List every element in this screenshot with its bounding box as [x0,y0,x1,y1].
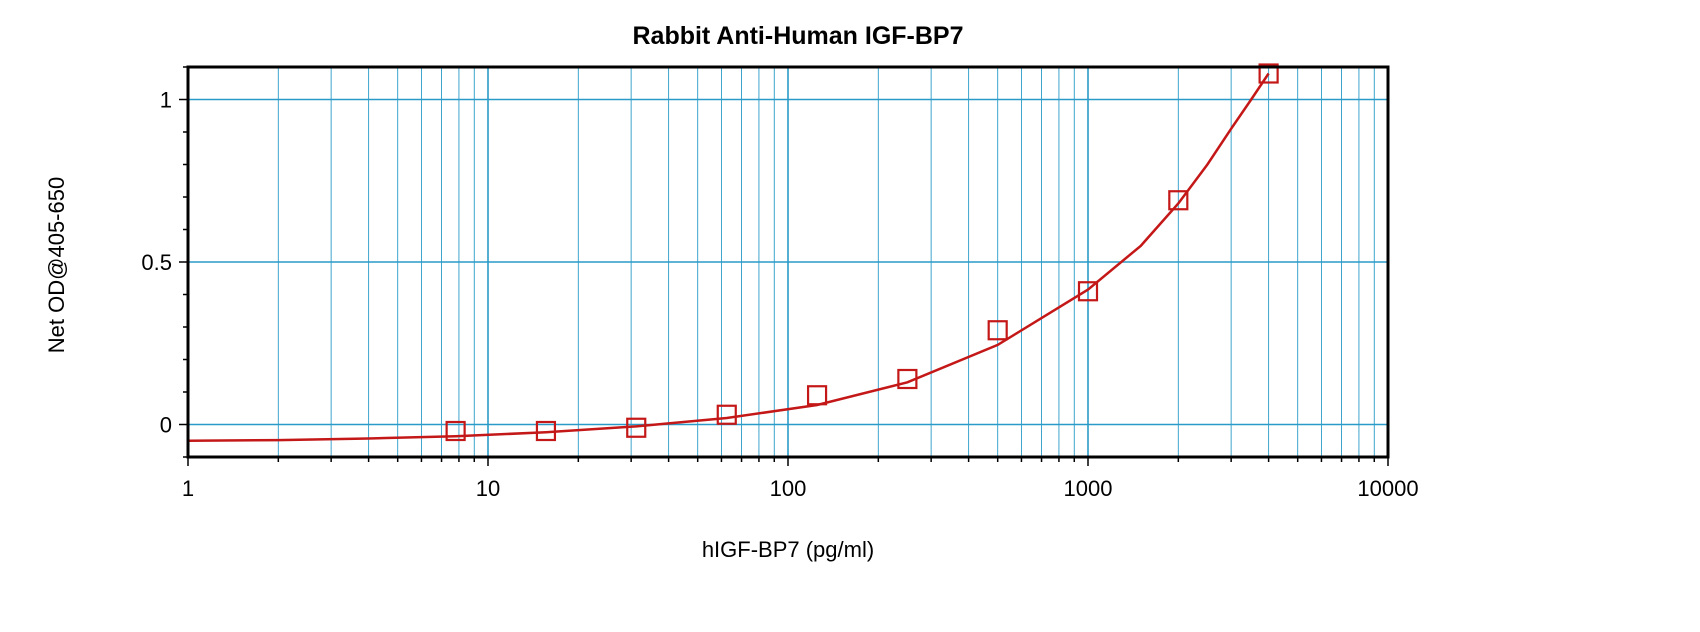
data-point-marker [1168,190,1189,211]
data-point-marker [1258,63,1279,84]
y-axis-label: Net OD@405-650 [44,177,69,353]
grid [188,67,1388,457]
fit-curve [187,72,1270,443]
x-tick-label: 100 [770,476,807,501]
data-point-marker [535,420,557,442]
x-tick-label: 10000 [1357,476,1418,501]
x-tick-label: 1000 [1064,476,1113,501]
plot-frame [186,65,1390,459]
y-tick-label: 1 [160,88,172,113]
chart-title: Rabbit Anti-Human IGF-BP7 [632,22,963,50]
y-tick-label: 0 [160,413,172,438]
x-tick-label: 1 [182,476,194,501]
data-point-marker [806,385,828,406]
data-point-marker [626,417,647,438]
data-point-marker [1077,281,1099,302]
y-tick-label: 0.5 [141,250,172,275]
x-tick-label: 10 [476,476,500,501]
data-point-marker [445,420,466,442]
x-axis-label: hIGF-BP7 (pg/ml) [702,537,874,562]
tick-labels: 1 10 100 1000 10000 0 0.5 1 [141,88,1418,502]
data-point-marker [716,404,737,425]
data-point-marker [987,320,1008,341]
data-points [445,63,1279,442]
data-point-marker [897,368,918,390]
axis-ticks [179,66,1389,466]
fit-curve-layer [187,72,1270,443]
